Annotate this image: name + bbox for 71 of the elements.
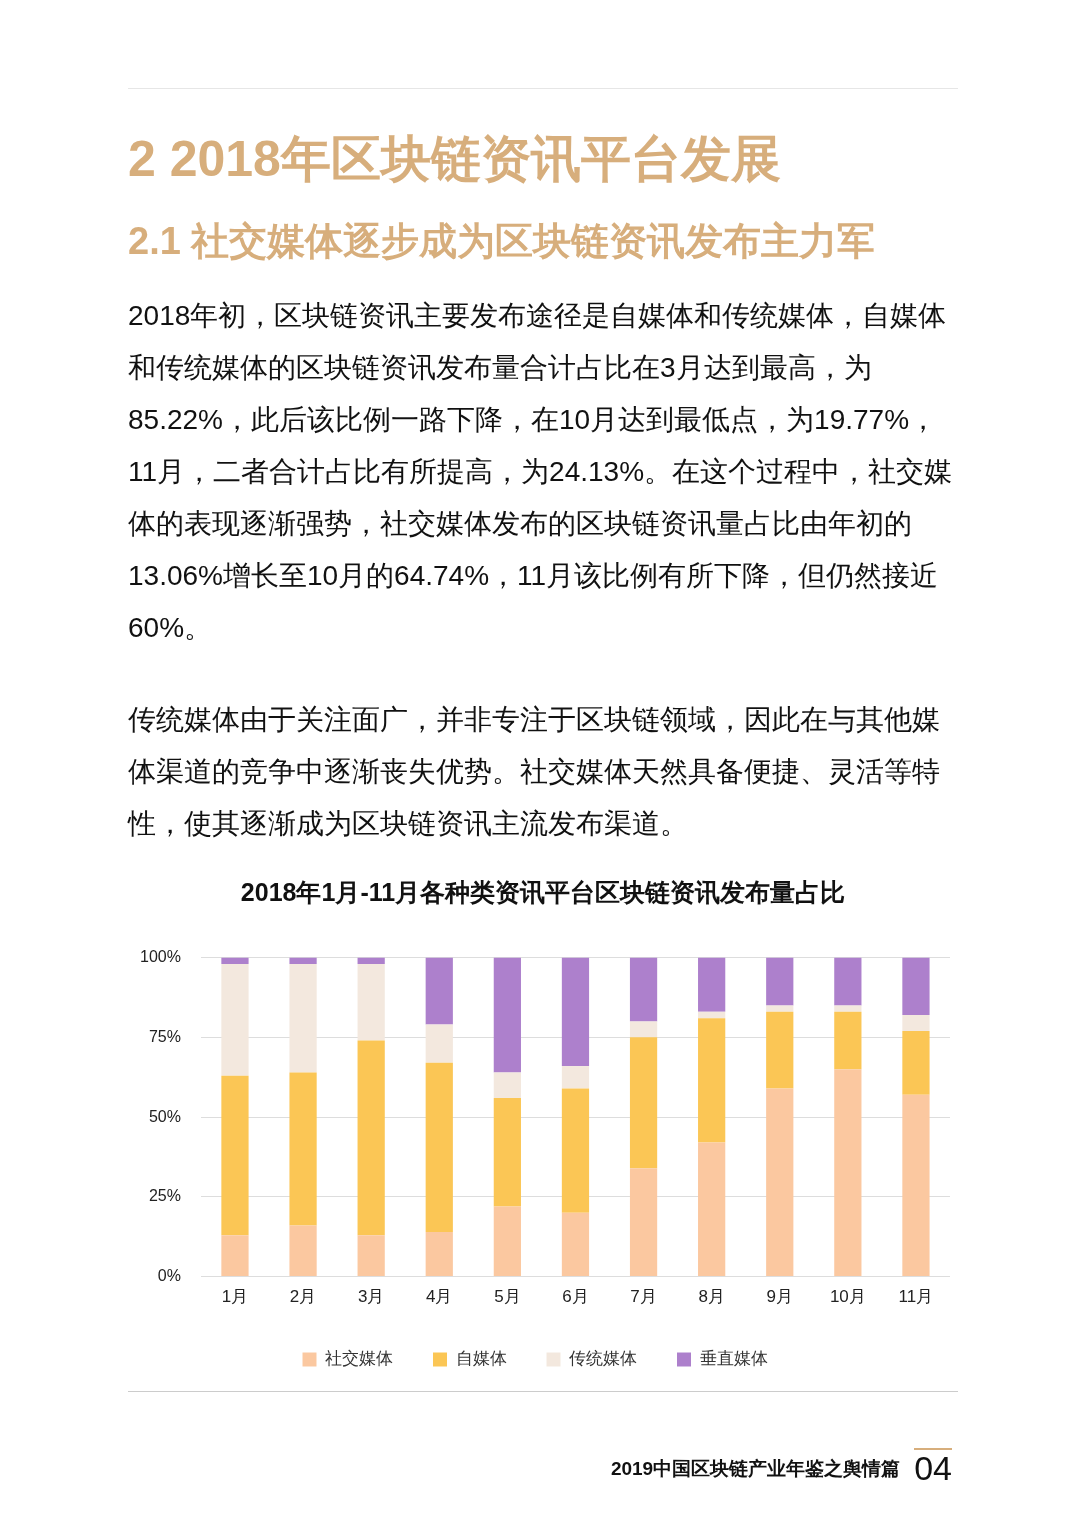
legend-label: 传统媒体 — [569, 1349, 637, 1369]
bar — [221, 957, 249, 964]
text: 04 — [914, 1448, 952, 1487]
bar — [493, 1072, 521, 1098]
bar — [357, 963, 385, 1041]
bar — [834, 1069, 862, 1277]
bar — [289, 963, 317, 1073]
bar — [629, 957, 658, 1022]
bar — [902, 1030, 930, 1095]
legend-label: 垂直媒体 — [699, 1349, 768, 1369]
x-tick-label: 6月 — [562, 1287, 589, 1307]
y-tick-label: 25% — [148, 1187, 181, 1205]
bar — [221, 963, 249, 1076]
bar — [221, 1235, 249, 1277]
text: 传统媒体由于关注面广，并非专注于区块链领域，因此在与其他媒体渠道的竞争中逐渐丧失优势。社交媒体天然具备便捷、灵活等特性，使其逐渐成为区块链资讯主流发布渠道。 — [128, 703, 941, 841]
text: 2 2018年区块链资讯平台发展 — [128, 130, 781, 189]
bar — [357, 1235, 385, 1277]
x-tick-label: 2月 — [289, 1287, 317, 1307]
bar — [629, 1037, 658, 1169]
bar — [902, 1094, 930, 1277]
y-tick-label: 0% — [157, 1267, 181, 1285]
bar — [357, 1040, 385, 1236]
bar — [629, 1021, 658, 1038]
bar — [766, 957, 794, 1006]
bar — [289, 1072, 317, 1226]
x-tick-label: 10月 — [829, 1287, 866, 1307]
bar — [493, 1097, 521, 1207]
bar — [357, 957, 385, 964]
x-tick-label: 7月 — [630, 1287, 657, 1307]
bar — [425, 1024, 453, 1063]
bar — [561, 1088, 590, 1213]
bar — [561, 1066, 590, 1089]
x-tick-label: 8月 — [698, 1287, 725, 1307]
bar — [629, 1168, 658, 1277]
bar — [561, 1212, 590, 1277]
bar — [698, 1011, 726, 1019]
y-tick-label: 50% — [148, 1107, 181, 1125]
bar — [221, 1075, 249, 1236]
x-tick-label: 3月 — [357, 1287, 385, 1307]
bar — [766, 1088, 794, 1277]
x-tick-label: 5月 — [494, 1287, 521, 1307]
bar — [493, 957, 521, 1073]
x-tick-label: 4月 — [426, 1287, 453, 1307]
legend-label: 自媒体 — [455, 1349, 507, 1369]
y-tick-label: 100% — [140, 948, 181, 966]
text: 2018年初，区块链资讯主要发布途径是自媒体和传统媒体，自媒体和传统媒体的区块链资讯发布量合计占比在3月达到最高，为85.22%，此后该比例一路下降，在10月达到最低点，为19.77%，11月，二者合计占比有所提高，为24.13%。在这个过程中，社交媒体的表现逐渐强势，社交媒体发布的区块链资讯量占比由年初的13.06%增长至10月的64.74%，11月该比例有所下降，但仍然接近60%。 — [128, 299, 954, 645]
bar — [425, 1231, 453, 1277]
x-tick-label: 9月 — [766, 1287, 793, 1307]
bar — [289, 957, 317, 964]
bar — [834, 1005, 862, 1012]
bar — [561, 957, 590, 1067]
bar — [425, 1062, 453, 1232]
bar — [698, 1018, 726, 1143]
bar — [698, 1142, 726, 1277]
bar — [766, 1005, 794, 1012]
bar — [493, 1206, 521, 1277]
bar — [289, 1225, 317, 1277]
bar — [834, 1011, 862, 1070]
y-tick-label: 75% — [148, 1027, 181, 1045]
chart-title: 2018年1月-11月各种类资讯平台区块链资讯发布量占比 — [239, 877, 847, 908]
text: 2019中国区块链产业年鉴之舆情篇 — [610, 1457, 901, 1481]
bar — [425, 957, 453, 1025]
x-tick-label: 11月 — [898, 1287, 934, 1307]
bar — [766, 1011, 794, 1089]
bar — [902, 1015, 930, 1031]
text: 2.1 社交媒体逐步成为区块链资讯发布主力军 — [128, 219, 876, 264]
x-tick-label: 1月 — [221, 1287, 249, 1307]
legend-label: 社交媒体 — [325, 1349, 393, 1369]
bar — [698, 957, 726, 1012]
bar — [902, 957, 930, 1016]
bar — [834, 957, 862, 1006]
